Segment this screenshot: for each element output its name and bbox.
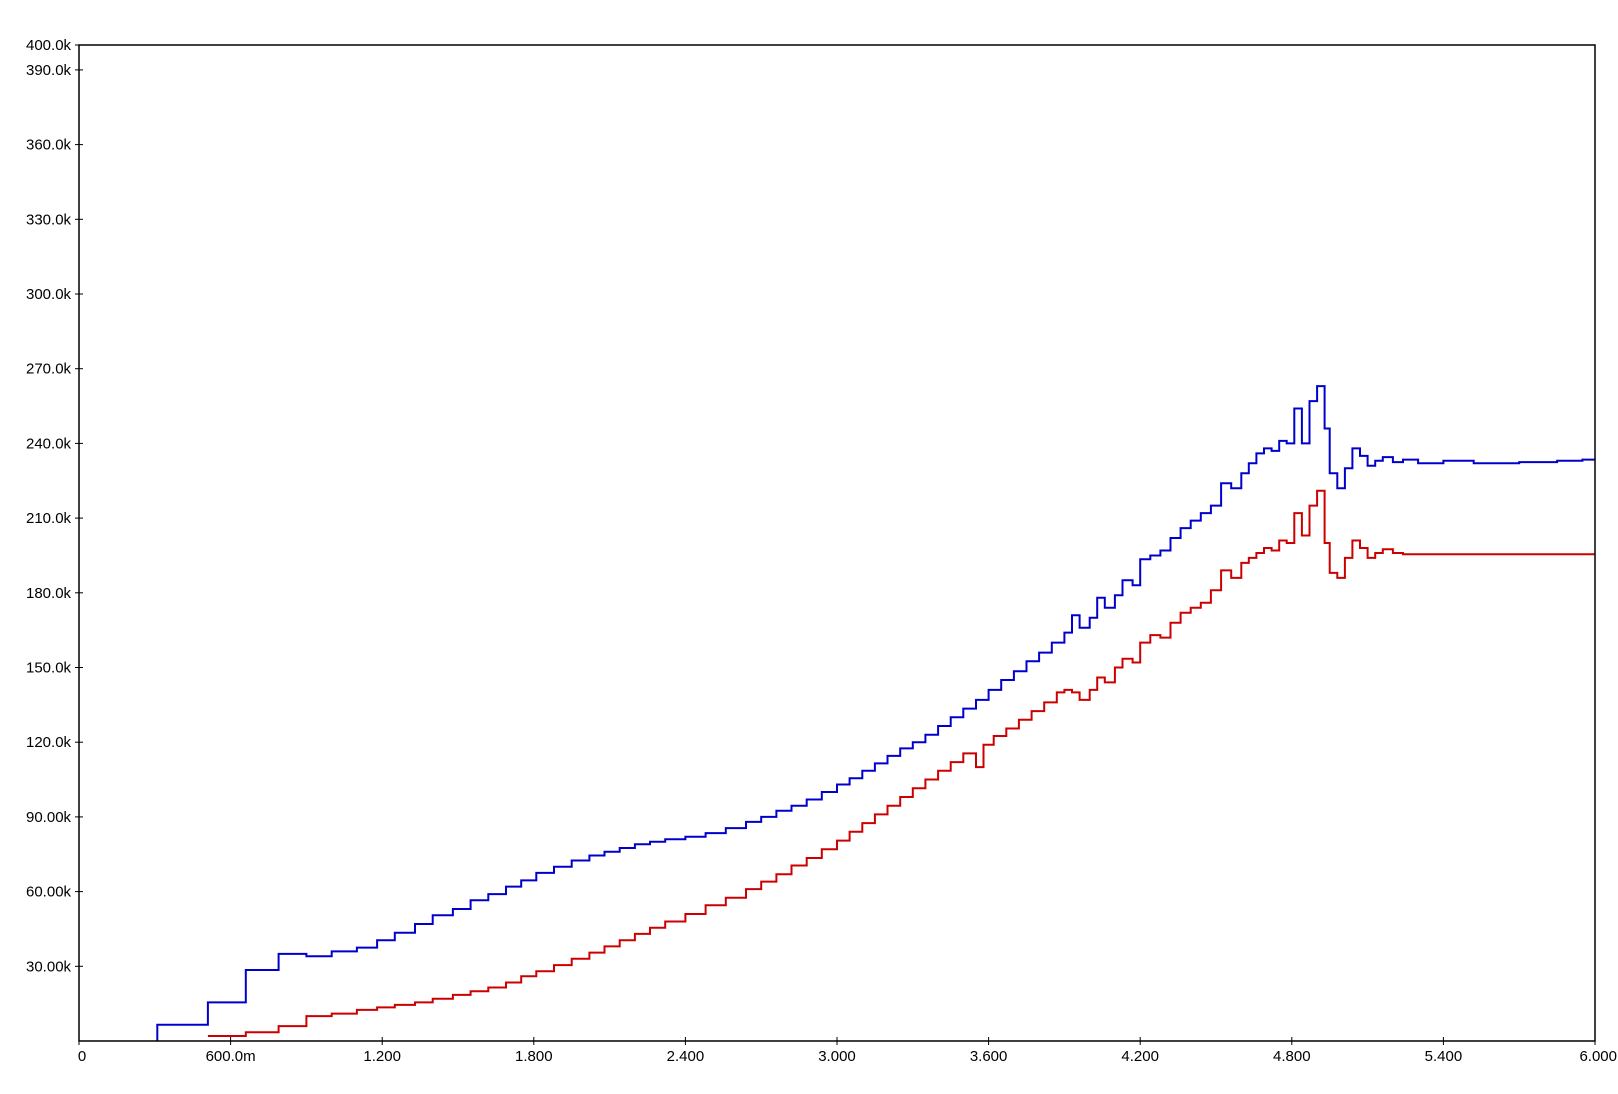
y-tick-label: 270.0k: [26, 361, 72, 378]
x-tick-label: 2.400: [667, 1048, 705, 1065]
y-tick-label: 180.0k: [26, 585, 72, 602]
series-line-red: [207, 489, 1595, 1037]
x-tick-label: 0: [78, 1048, 86, 1065]
x-tick-label: 1.800: [515, 1048, 553, 1065]
x-tick-label: 6.000: [1579, 1048, 1617, 1065]
series-layer: [156, 385, 1595, 1041]
x-tick-label: 4.800: [1273, 1048, 1311, 1065]
y-tick-label: 150.0k: [26, 660, 72, 677]
y-tick-label: 90.00k: [26, 809, 72, 826]
series-line-blue: [156, 385, 1595, 1041]
x-tick-label: 3.000: [818, 1048, 856, 1065]
axes: 30.00k 60.00k 90.00k 120.0k 150.0k 180.0k 210.…: [26, 37, 1617, 1065]
x-tick-label: 5.400: [1425, 1048, 1463, 1065]
y-tick-label: 330.0k: [26, 211, 72, 228]
x-tick-label: 3.600: [970, 1048, 1008, 1065]
x-tick-label: 1.200: [363, 1048, 401, 1065]
y-tick-label: 360.0k: [26, 137, 72, 154]
y-tick-label: 30.00k: [26, 958, 72, 975]
y-tick-label: 240.0k: [26, 435, 72, 452]
y-tick-label: 300.0k: [26, 286, 72, 303]
x-tick-label: 600.0m: [206, 1048, 256, 1065]
y-tick-label: 120.0k: [26, 734, 72, 751]
y-tick-label: 210.0k: [26, 510, 72, 527]
y-tick-label: 390.0k: [26, 62, 72, 79]
plot-frame: [78, 44, 1596, 1042]
y-tick-label: 400.0k: [26, 37, 72, 54]
y-tick-label: 60.00k: [26, 884, 72, 901]
x-tick-label: 4.200: [1121, 1048, 1159, 1065]
